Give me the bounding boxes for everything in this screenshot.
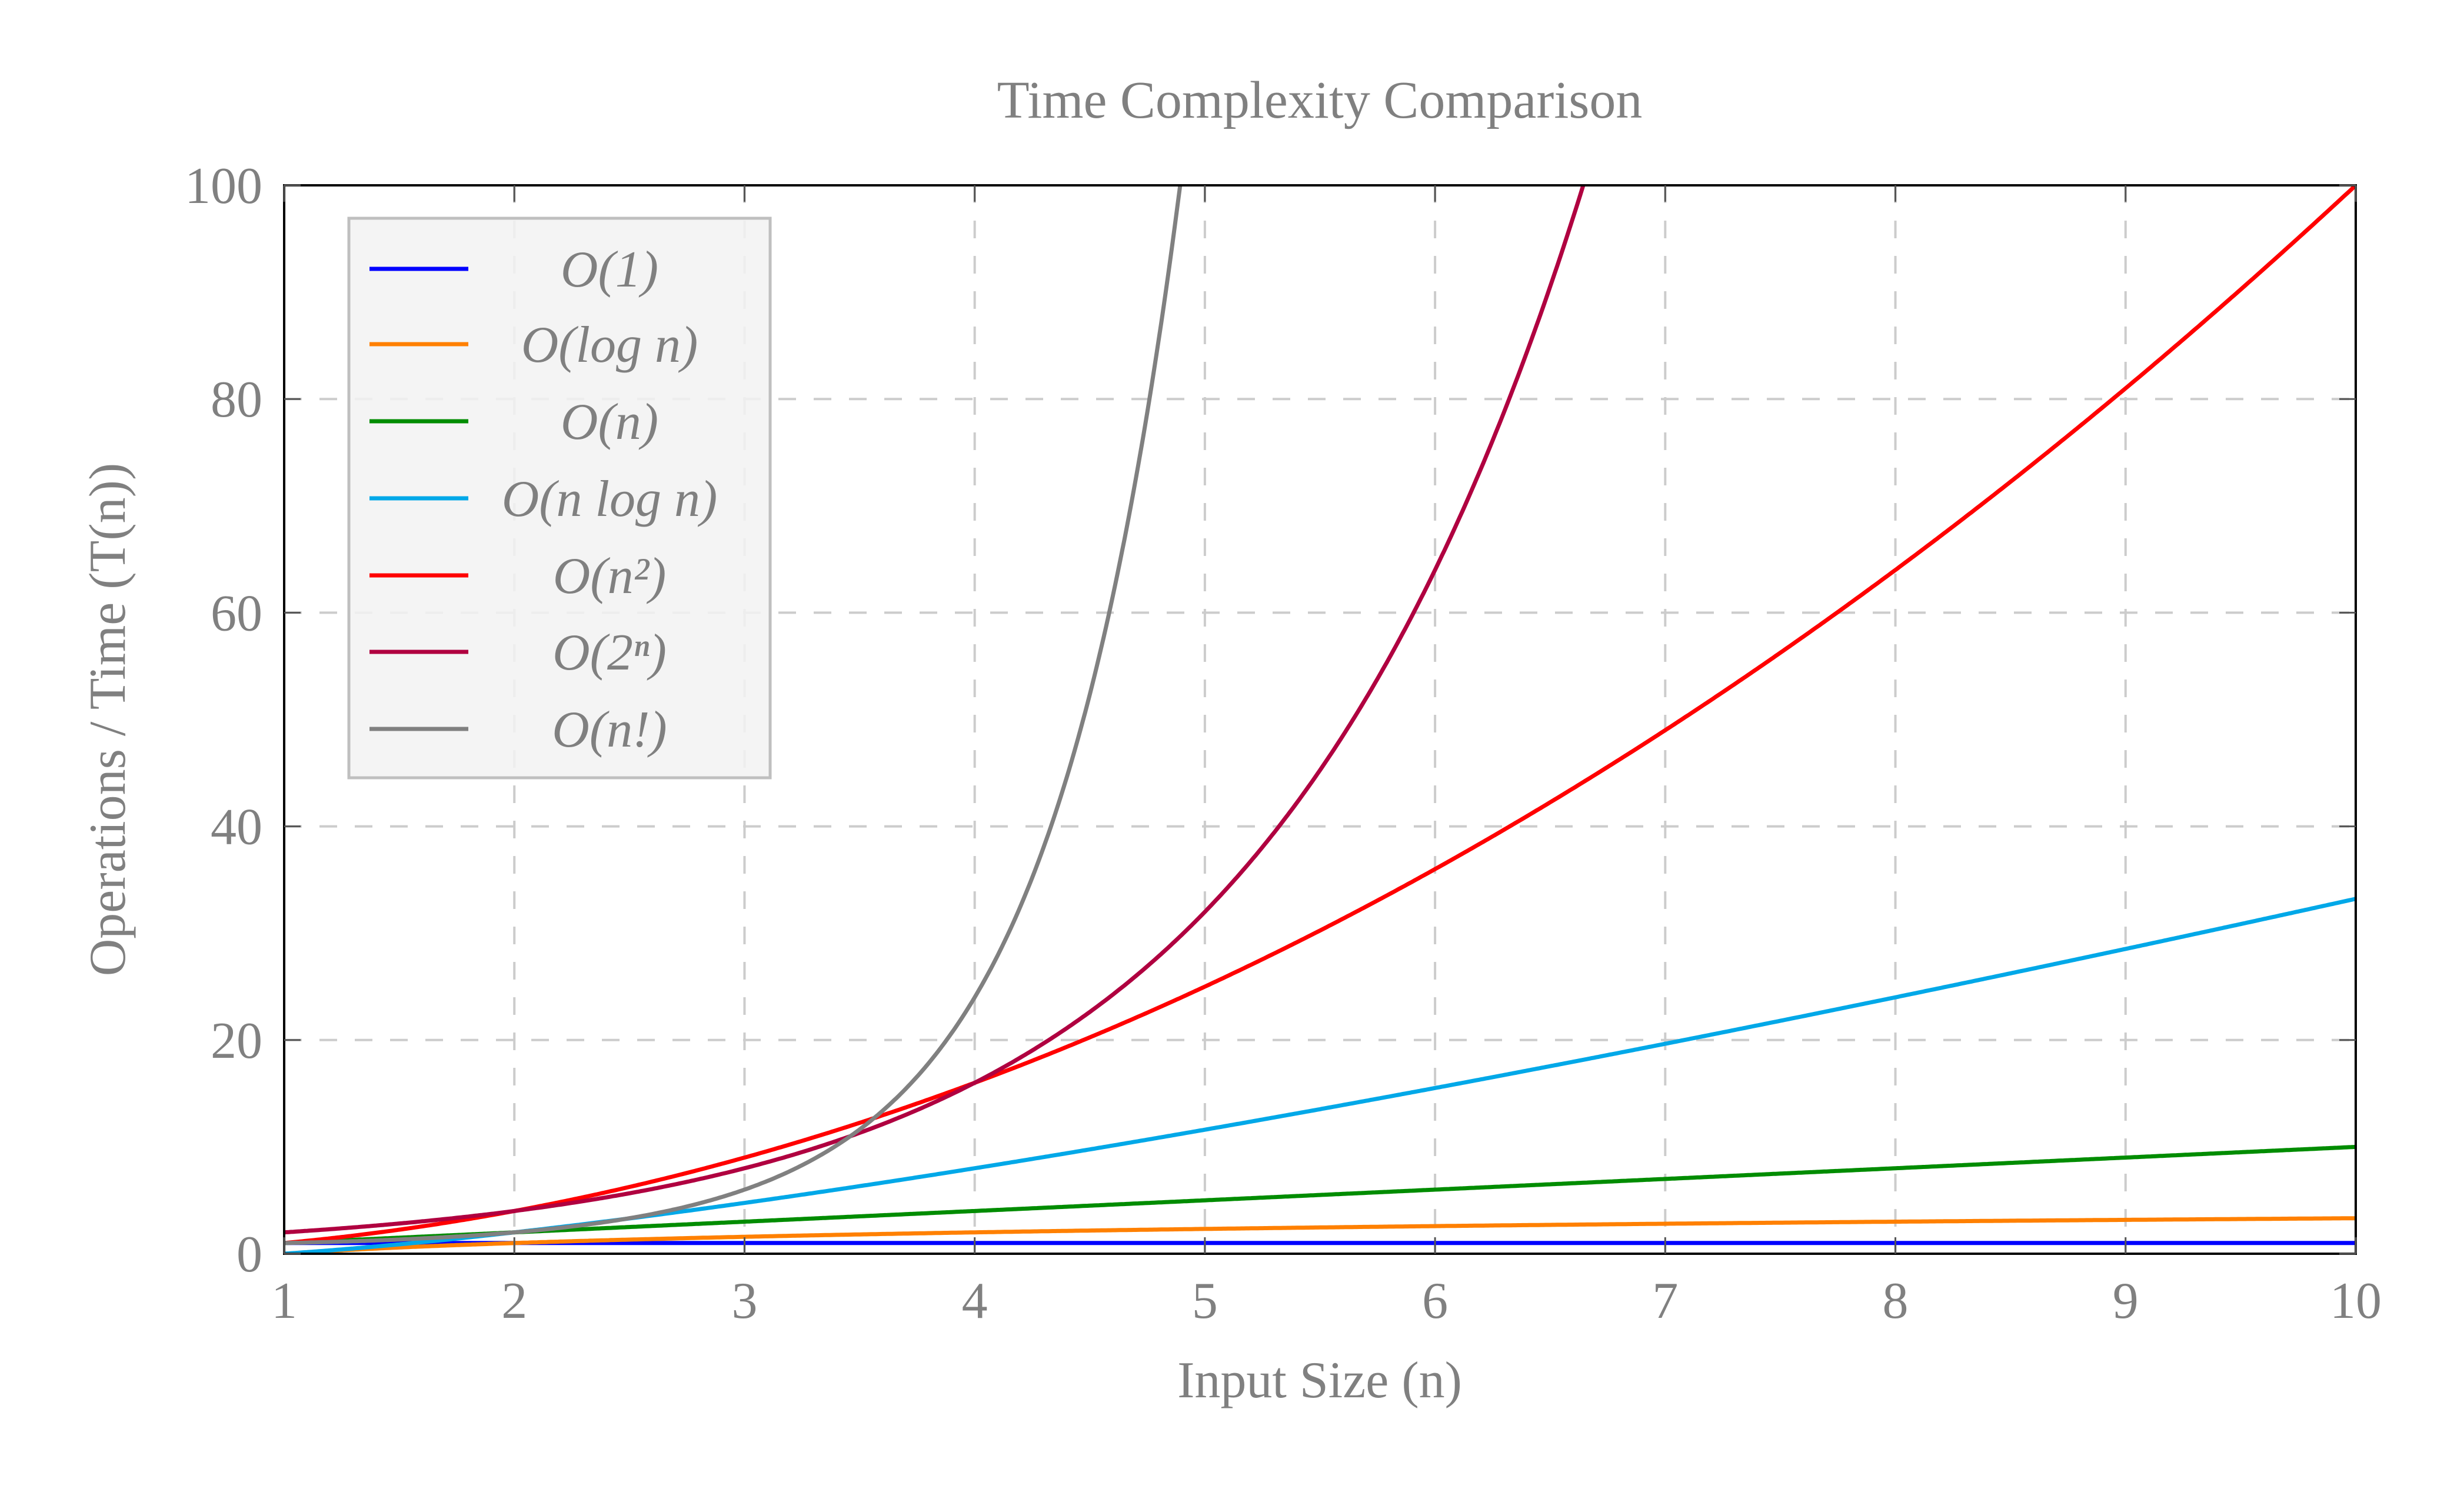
y-tick-label: 60 xyxy=(211,585,262,642)
series-line xyxy=(284,1144,2356,1245)
series-line xyxy=(284,185,1183,1245)
legend-label: O(n log n) xyxy=(502,471,718,528)
y-tick-label: 20 xyxy=(211,1013,262,1070)
series-lines xyxy=(284,185,2356,1254)
legend-label: O(2ⁿ) xyxy=(552,624,667,681)
x-tick-label: 6 xyxy=(1422,1273,1448,1330)
y-tick-label: 40 xyxy=(211,799,262,856)
legend-label: O(n) xyxy=(561,394,658,451)
x-tick-label: 8 xyxy=(1883,1273,1909,1330)
legend-label: O(n!) xyxy=(552,701,667,758)
legend: O(1) O(log n) O(n) O(n log n) O(n²) O(2ⁿ) O(n!… xyxy=(347,217,772,780)
legend-label: O(log n) xyxy=(521,317,698,374)
x-tick-label: 1 xyxy=(271,1273,297,1330)
y-tick-label: 100 xyxy=(185,158,262,215)
x-tick-label: 7 xyxy=(1652,1273,1678,1330)
x-tick-label: 9 xyxy=(2113,1273,2139,1330)
x-tick-label: 3 xyxy=(731,1273,757,1330)
x-tick-label: 2 xyxy=(501,1273,527,1330)
x-axis-label: Input Size (n) xyxy=(1177,1352,1462,1409)
legend-label: O(n²) xyxy=(553,548,667,605)
x-tick-label: 10 xyxy=(2330,1273,2382,1330)
y-axis-label: Operations / Time (T(n)) xyxy=(79,463,136,977)
series-line xyxy=(284,185,1586,1235)
plot-frame xyxy=(283,184,2357,1255)
x-tick-label: 5 xyxy=(1192,1273,1218,1330)
y-tick-label: 80 xyxy=(211,371,262,428)
chart-title: Time Complexity Comparison xyxy=(997,71,1643,129)
series-line xyxy=(284,185,2356,1245)
y-tick-label: 0 xyxy=(237,1226,262,1283)
legend-label: O(1) xyxy=(561,241,658,298)
series-line xyxy=(284,1216,2356,1254)
x-tick-label: 4 xyxy=(962,1273,988,1330)
